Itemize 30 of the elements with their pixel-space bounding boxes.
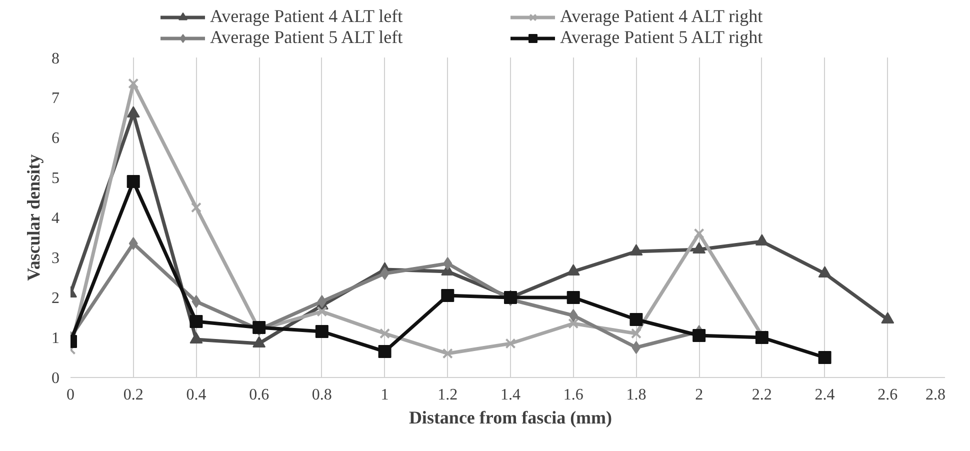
y-tick-label: 7 bbox=[52, 90, 60, 107]
legend-label: Average Patient 5 ALT left bbox=[210, 27, 404, 48]
x-tick-label: 2.4 bbox=[814, 386, 835, 404]
y-tick-label: 5 bbox=[52, 170, 60, 187]
y-tick-label: 2 bbox=[52, 290, 60, 307]
x-tick-label: 0.2 bbox=[123, 386, 144, 404]
y-axis-title: Vascular density bbox=[24, 154, 44, 281]
y-tick-label: 4 bbox=[52, 210, 60, 227]
y-tick-label: 3 bbox=[52, 250, 60, 267]
x-tick-label: 1.4 bbox=[500, 386, 520, 404]
legend-label: Average Patient 4 ALT right bbox=[560, 6, 764, 27]
x-tick-label: 0.8 bbox=[312, 386, 332, 404]
x-tick-label: 0.6 bbox=[249, 386, 270, 404]
x-tick-label: 2 bbox=[695, 386, 704, 404]
x-tick-label: 1.6 bbox=[563, 386, 584, 404]
x-tick-label: 2.6 bbox=[878, 386, 898, 404]
legend-label: Average Patient 5 ALT right bbox=[560, 27, 764, 48]
x-tick-label: 0 bbox=[66, 386, 74, 404]
x-tick-label: 1.8 bbox=[626, 386, 646, 404]
x-tick-label: 0.4 bbox=[186, 386, 206, 404]
y-tick-label: 6 bbox=[52, 130, 60, 147]
x-tick-label: 1 bbox=[380, 386, 389, 404]
x-axis-title: Distance from fascia (mm) bbox=[408, 408, 612, 428]
x-tick-label: 1.2 bbox=[438, 386, 458, 404]
x-tick-label: 2.2 bbox=[752, 386, 772, 404]
y-tick-label: 8 bbox=[52, 50, 60, 68]
x-tick-label: 2.8 bbox=[926, 386, 946, 404]
legend-label: Average Patient 4 ALT left bbox=[210, 6, 404, 27]
y-tick-label: 1 bbox=[52, 330, 60, 347]
y-tick-label: 0 bbox=[52, 370, 60, 387]
